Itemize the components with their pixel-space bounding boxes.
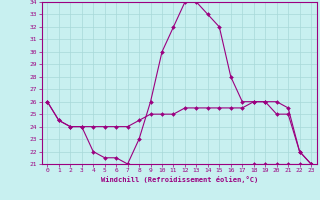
X-axis label: Windchill (Refroidissement éolien,°C): Windchill (Refroidissement éolien,°C) bbox=[100, 176, 258, 183]
